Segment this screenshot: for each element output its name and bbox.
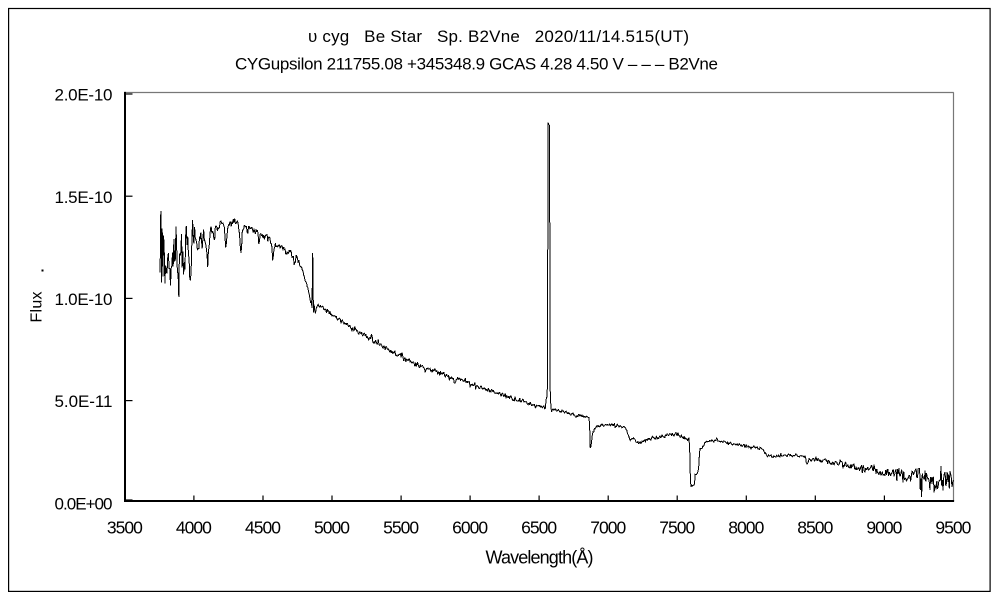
svg-text:9500: 9500	[935, 517, 971, 537]
svg-text:3500: 3500	[107, 517, 143, 537]
svg-text:2.0E-10: 2.0E-10	[55, 86, 113, 105]
svg-text:4500: 4500	[245, 517, 281, 537]
svg-text:1.0E-10: 1.0E-10	[55, 290, 113, 309]
svg-text:υ cyg Be Star Sp. B2Vne: υ cyg Be Star Sp. B2Vne 2020/11/14.515(U…	[308, 27, 689, 46]
svg-text:1.5E-10: 1.5E-10	[55, 188, 113, 207]
svg-text:7500: 7500	[659, 517, 695, 537]
svg-text:7000: 7000	[590, 517, 626, 537]
svg-text:6500: 6500	[521, 517, 557, 537]
svg-text:5000: 5000	[314, 517, 350, 537]
svg-text:Wavelength(Å): Wavelength(Å)	[486, 548, 594, 568]
svg-text:9000: 9000	[866, 517, 902, 537]
svg-text:4000: 4000	[176, 517, 212, 537]
svg-text:6000: 6000	[452, 517, 488, 537]
svg-text:Flux: Flux	[29, 292, 46, 323]
svg-text:5.0E-11: 5.0E-11	[55, 392, 113, 411]
svg-text:5500: 5500	[383, 517, 419, 537]
svg-text:CYGupsilon 211755.08 +345348.9: CYGupsilon 211755.08 +345348.9 GCAS 4.28…	[235, 55, 718, 74]
svg-text:0.0E+00: 0.0E+00	[55, 494, 113, 513]
svg-text:8500: 8500	[797, 517, 833, 537]
svg-text:8000: 8000	[728, 517, 764, 537]
